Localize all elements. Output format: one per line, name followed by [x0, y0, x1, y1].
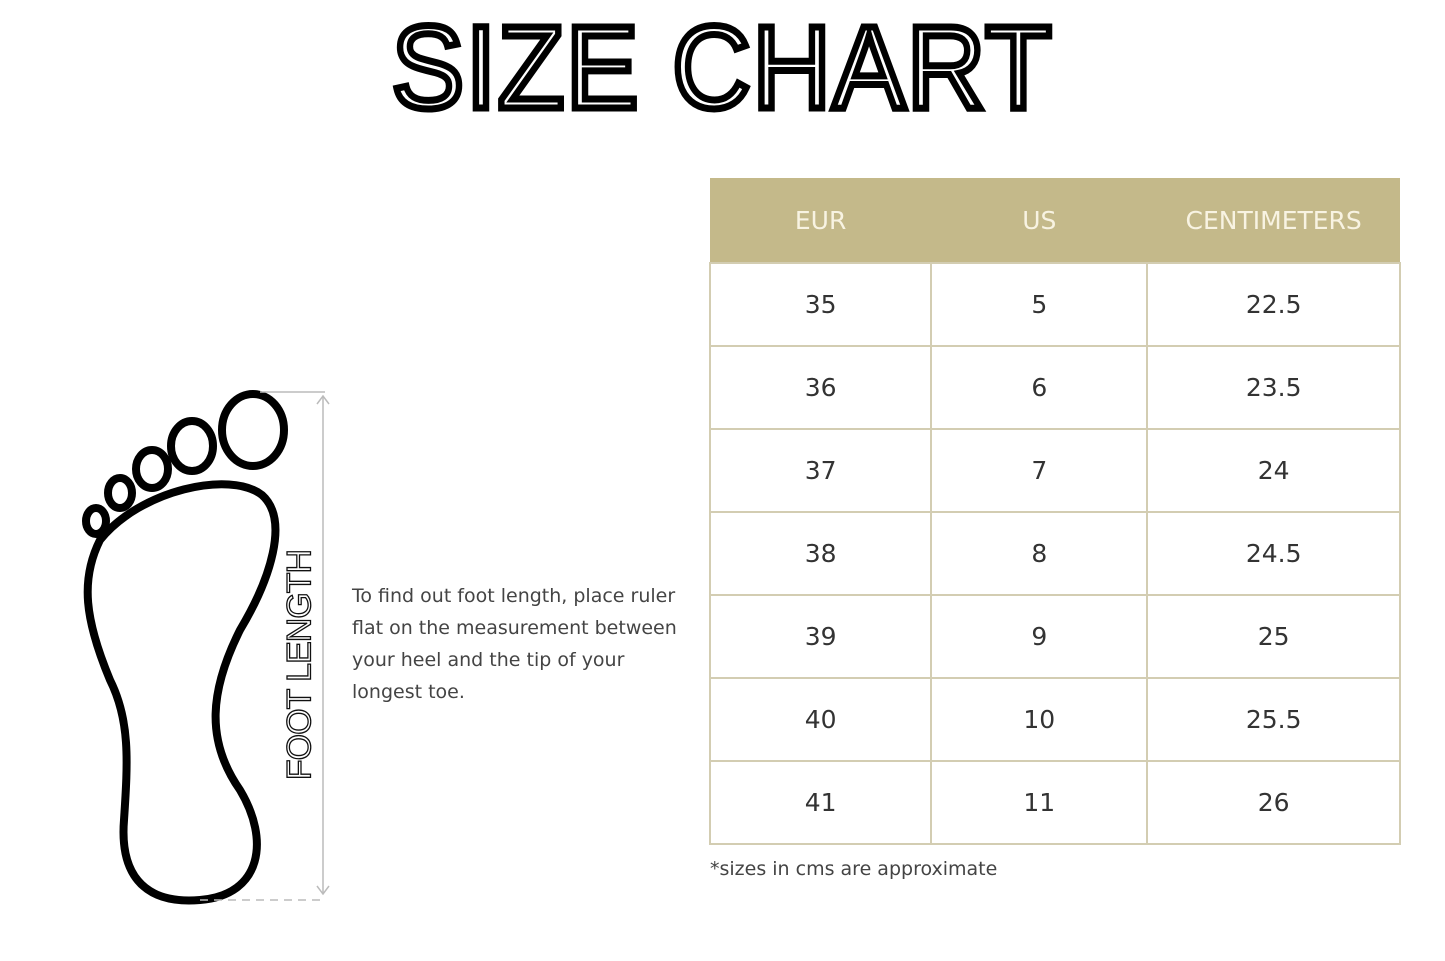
table-row: 36 6 23.5	[708, 345, 1401, 430]
eur-cell: 39	[708, 594, 933, 679]
table-row: 37 7 24	[708, 428, 1401, 513]
toe-4	[104, 474, 136, 512]
cm-cell: 25.5	[1146, 677, 1401, 762]
us-cell: 11	[930, 760, 1149, 845]
toe-2	[167, 417, 217, 475]
header-us: US	[931, 178, 1148, 263]
us-cell: 7	[930, 428, 1149, 513]
us-cell: 6	[930, 345, 1149, 430]
sole-outline	[83, 480, 280, 905]
table-row: 40 10 25.5	[708, 677, 1401, 762]
cm-cell: 22.5	[1146, 262, 1401, 347]
cm-cell: 25	[1146, 594, 1401, 679]
cm-cell: 26	[1146, 760, 1401, 845]
eur-cell: 37	[708, 428, 933, 513]
table-header-row: EUR US CENTIMETERS	[710, 178, 1400, 263]
toe-5	[82, 504, 110, 538]
us-cell: 9	[930, 594, 1149, 679]
eur-cell: 36	[708, 345, 933, 430]
size-table: EUR US CENTIMETERS 35 5 22.5 36 6 23.5 37 7 24 38…	[708, 178, 1401, 845]
us-cell: 10	[930, 677, 1149, 762]
table-row: 38 8 24.5	[708, 511, 1401, 596]
us-cell: 5	[930, 262, 1149, 347]
foot-length-label: FOOT LENGTH	[280, 549, 319, 781]
measurement-instructions: To find out foot length, place ruler fla…	[352, 585, 677, 703]
us-cell: 8	[930, 511, 1149, 596]
measurement-arrow	[200, 391, 330, 901]
eur-cell: 38	[708, 511, 933, 596]
eur-cell: 35	[708, 262, 933, 347]
big-toe	[218, 390, 288, 470]
cm-cell: 23.5	[1146, 345, 1401, 430]
page-title: SIZE CHART	[388, 2, 1054, 134]
header-eur: EUR	[710, 178, 932, 263]
header-centimeters: CENTIMETERS	[1147, 178, 1400, 263]
table-row: 35 5 22.5	[708, 262, 1401, 347]
cm-cell: 24.5	[1146, 511, 1401, 596]
table-row: 41 11 26	[708, 760, 1401, 845]
eur-cell: 40	[708, 677, 933, 762]
approximate-note: *sizes in cms are approximate	[710, 858, 998, 880]
toe-3	[132, 446, 172, 492]
cm-cell: 24	[1146, 428, 1401, 513]
eur-cell: 41	[708, 760, 933, 845]
table-row: 39 9 25	[708, 594, 1401, 679]
